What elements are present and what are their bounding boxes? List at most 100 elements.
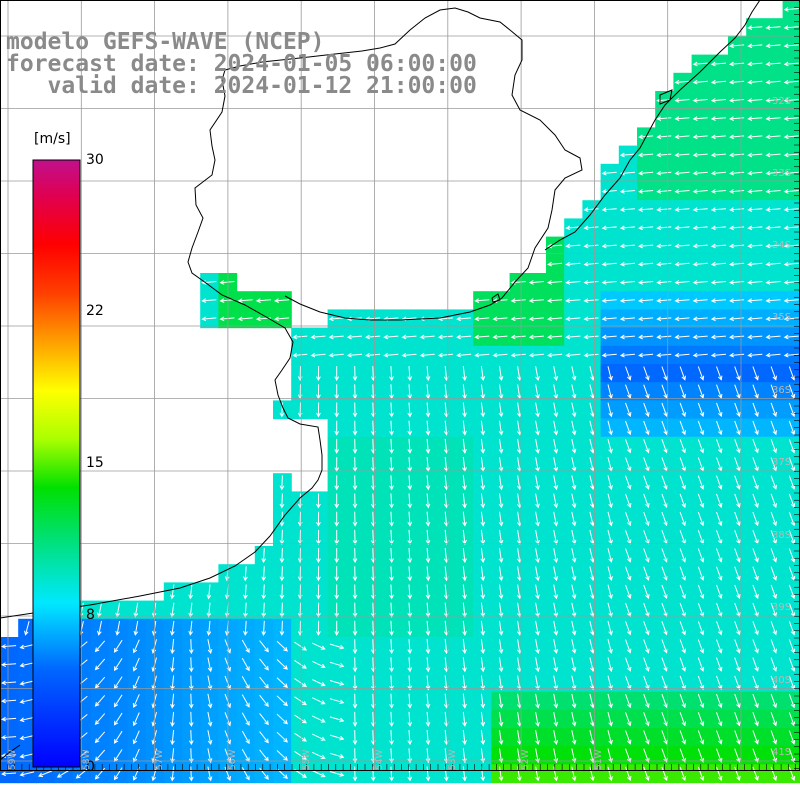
wind-arrow xyxy=(747,61,763,67)
wind-arrow xyxy=(170,602,175,618)
wind-arrow xyxy=(697,712,705,727)
wind-arrow xyxy=(535,566,540,582)
wind-arrow xyxy=(697,475,705,490)
wind-arrow xyxy=(783,170,799,176)
wind-arrow xyxy=(462,529,467,545)
lon-label: 52W xyxy=(521,749,531,770)
wind-arrow xyxy=(661,402,668,418)
wind-arrow xyxy=(783,207,799,212)
wind-arrow xyxy=(352,766,358,782)
wind-arrow xyxy=(661,730,668,745)
wind-arrow xyxy=(638,152,654,158)
wind-arrow xyxy=(97,620,102,636)
wind-arrow xyxy=(589,420,595,436)
wind-arrow xyxy=(697,621,705,636)
wind-arrow xyxy=(656,134,672,140)
wind-arrow xyxy=(425,566,431,582)
wind-arrow xyxy=(679,639,686,654)
wind-arrow xyxy=(734,548,741,563)
wind-arrow xyxy=(674,334,690,340)
wind-arrow xyxy=(619,207,635,212)
wind-arrow xyxy=(607,693,613,709)
wind-arrow xyxy=(553,766,559,782)
wind-arrow xyxy=(638,189,654,194)
wind-arrow xyxy=(729,61,745,67)
wind-arrow xyxy=(661,675,668,691)
wind-arrow xyxy=(643,475,650,490)
wind-arrow xyxy=(697,384,705,399)
wind-arrow xyxy=(752,712,759,727)
wind-arrow xyxy=(553,675,559,691)
wind-arrow xyxy=(783,25,799,30)
wind-arrow xyxy=(601,352,617,358)
wind-arrow xyxy=(752,384,759,399)
wind-arrow xyxy=(492,334,508,340)
wind-arrow xyxy=(553,693,559,709)
wind-arrow xyxy=(352,511,358,527)
wind-arrow xyxy=(710,189,726,194)
wind-arrow xyxy=(619,243,635,249)
wind-arrow xyxy=(259,640,269,653)
wind-arrow xyxy=(94,658,106,671)
wind-arrow xyxy=(389,620,394,636)
wind-arrow xyxy=(352,620,358,636)
wind-arrow xyxy=(643,621,650,636)
wind-arrow xyxy=(334,420,340,436)
wind-arrow xyxy=(589,511,595,527)
wind-arrow xyxy=(770,511,777,527)
wind-arrow xyxy=(661,493,668,509)
wind-arrow xyxy=(170,748,175,764)
wind-arrow xyxy=(607,366,613,381)
wind-arrow xyxy=(425,748,431,764)
wind-arrow xyxy=(352,548,358,564)
wind-arrow xyxy=(535,438,540,454)
wind-arrow xyxy=(788,475,796,490)
wind-arrow xyxy=(474,352,490,358)
wind-arrow xyxy=(279,584,285,600)
wind-arrow xyxy=(535,602,540,618)
wind-arrow xyxy=(765,79,781,85)
wind-arrow xyxy=(571,639,577,654)
wind-arrow xyxy=(170,693,175,709)
wind-arrow xyxy=(352,420,358,436)
wind-arrow xyxy=(276,750,288,761)
wind-arrow xyxy=(679,693,686,709)
wind-arrow xyxy=(716,639,723,654)
wind-arrow xyxy=(692,98,708,103)
wind-arrow xyxy=(656,189,672,194)
wind-arrow xyxy=(94,767,106,780)
wind-arrow xyxy=(279,493,285,509)
wind-arrow xyxy=(692,134,708,140)
wind-arrow xyxy=(783,243,799,249)
wind-arrow xyxy=(589,693,595,709)
wind-arrow xyxy=(747,116,763,121)
wind-arrow xyxy=(571,511,577,527)
wind-arrow xyxy=(528,280,544,285)
wind-arrow xyxy=(589,438,595,454)
wind-arrow xyxy=(770,384,777,399)
wind-arrow xyxy=(334,548,340,564)
wind-arrow xyxy=(601,243,617,249)
wind-arrow xyxy=(334,602,340,618)
wind-arrow xyxy=(752,657,759,672)
wind-arrow xyxy=(625,675,632,691)
wind-arrow xyxy=(241,730,250,745)
wind-arrow xyxy=(788,766,796,782)
wind-arrow xyxy=(692,79,708,85)
wind-arrow xyxy=(765,334,781,340)
wind-arrow xyxy=(619,316,635,322)
wind-arrow xyxy=(679,402,686,418)
wind-arrow xyxy=(625,748,632,763)
wind-arrow xyxy=(151,766,157,782)
colorbar-unit: [m/s] xyxy=(34,131,71,147)
wind-arrow xyxy=(535,548,540,564)
wind-arrow xyxy=(710,261,726,267)
wind-arrow xyxy=(113,730,123,744)
wind-arrow xyxy=(19,644,35,650)
wind-arrow xyxy=(389,511,394,527)
wind-arrow xyxy=(498,693,504,709)
wind-arrow xyxy=(480,675,486,691)
wind-arrow xyxy=(425,475,431,491)
wind-arrow xyxy=(201,298,217,303)
wind-arrow xyxy=(729,298,745,303)
